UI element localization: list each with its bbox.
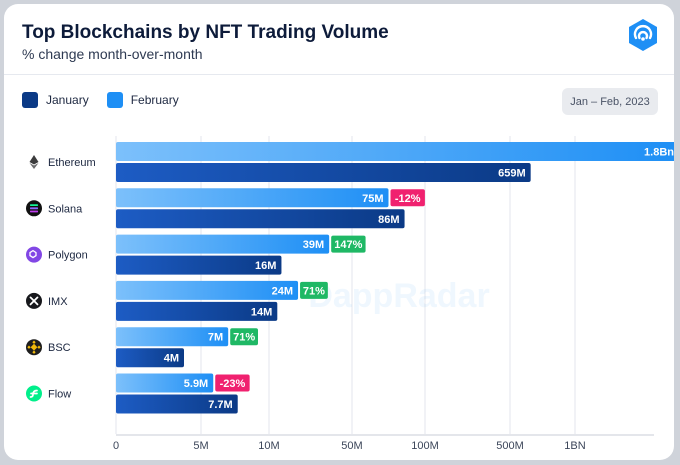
legend-swatch-february	[106, 92, 123, 108]
row-flow: Flow 5.9M -23% 7.7M	[26, 373, 250, 414]
x-tick-label-1bn: 1BN	[564, 440, 585, 452]
pct-badge-bsc	[230, 328, 258, 346]
row-solana: Solana 75M -12% 86M	[26, 188, 425, 229]
chart-title: Top Blockchains by NFT Trading Volume	[22, 22, 389, 43]
value-label-january-imx: 14M	[251, 306, 272, 318]
pct-badge-flow	[215, 374, 250, 392]
legend-swatch-january	[22, 92, 38, 108]
value-label-february-imx: 24M	[272, 285, 293, 297]
x-tick-label-500m: 500M	[496, 440, 524, 452]
pct-badge-polygon	[331, 235, 366, 253]
x-tick-label-100m: 100M	[411, 440, 439, 452]
bar-chart: DappRadar Ethereum1.8Bn174%659MSolana75M…	[26, 136, 674, 452]
category-label-bsc: BSC	[48, 342, 71, 354]
flow-icon	[26, 385, 42, 402]
date-range-badge: Jan – Feb, 2023	[562, 88, 658, 115]
ethereum-icon	[29, 155, 39, 169]
bar-february-solana	[116, 188, 389, 208]
value-label-february-polygon: 39M	[303, 239, 324, 251]
x-tick-label-10m: 10M	[258, 440, 279, 452]
pct-label-polygon: 147%	[334, 239, 362, 251]
polygon-icon	[26, 246, 42, 263]
row-polygon: Polygon 39M 147% 16M	[26, 234, 366, 275]
bar-february-imx	[116, 280, 299, 300]
pct-badge-solana	[390, 189, 425, 207]
category-label-imx: IMX	[48, 296, 68, 308]
value-label-february-bsc: 7M	[208, 332, 223, 344]
value-label-january-flow: 7.7M	[208, 399, 232, 411]
x-tick-label-0: 0	[113, 440, 119, 452]
pct-badge-imx	[300, 281, 328, 299]
watermark-text: DappRadar	[308, 277, 489, 315]
chart-card: Top Blockchains by NFT Trading Volume % …	[4, 4, 674, 460]
value-label-january-bsc: 4M	[164, 353, 179, 365]
bar-january-imx	[116, 301, 278, 321]
value-label-february-flow: 5.9M	[184, 378, 208, 390]
pct-label-solana: -12%	[395, 193, 421, 205]
category-label-polygon: Polygon	[48, 250, 88, 262]
legend: January February	[22, 92, 197, 108]
value-label-january-solana: 86M	[378, 214, 399, 226]
category-label-flow: Flow	[48, 389, 71, 401]
row-imx: IMX 24M 71% 14M	[26, 280, 328, 321]
pct-label-flow: -23%	[220, 378, 246, 390]
bar-february-bsc	[116, 327, 229, 347]
legend-label-january: January	[46, 93, 89, 107]
bar-january-flow	[116, 394, 238, 414]
bar-february-ethereum	[116, 142, 674, 161]
x-tick-label-5m: 5M	[193, 440, 208, 452]
value-label-january-ethereum: 659M	[498, 168, 526, 180]
solana-icon	[26, 200, 42, 217]
x-tick-label-50m: 50M	[341, 440, 362, 452]
row-bsc: BSC 7M 71% 4M	[26, 327, 258, 368]
bar-january-ethereum	[116, 163, 531, 182]
chart-subtitle: % change month-over-month	[22, 46, 203, 62]
header-divider	[4, 74, 674, 75]
category-label-ethereum: Ethereum	[48, 157, 96, 169]
bsc-icon	[26, 339, 42, 356]
legend-label-february: February	[130, 93, 179, 107]
value-label-february-solana: 75M	[362, 193, 383, 205]
pct-label-imx: 71%	[303, 285, 325, 297]
category-label-solana: Solana	[48, 203, 83, 215]
bar-february-polygon	[116, 234, 330, 254]
bar-january-bsc	[116, 348, 184, 368]
imx-icon	[26, 292, 42, 309]
bar-january-polygon	[116, 255, 282, 275]
legend-item-january: January	[22, 92, 89, 108]
value-label-february-ethereum: 1.8Bn	[644, 147, 674, 159]
bar-february-flow	[116, 373, 214, 393]
legend-item-february: February	[106, 92, 179, 108]
dappradar-logo-icon	[629, 19, 657, 51]
bar-january-solana	[116, 209, 405, 229]
value-label-january-polygon: 16M	[255, 260, 276, 272]
pct-label-bsc: 71%	[233, 332, 255, 344]
